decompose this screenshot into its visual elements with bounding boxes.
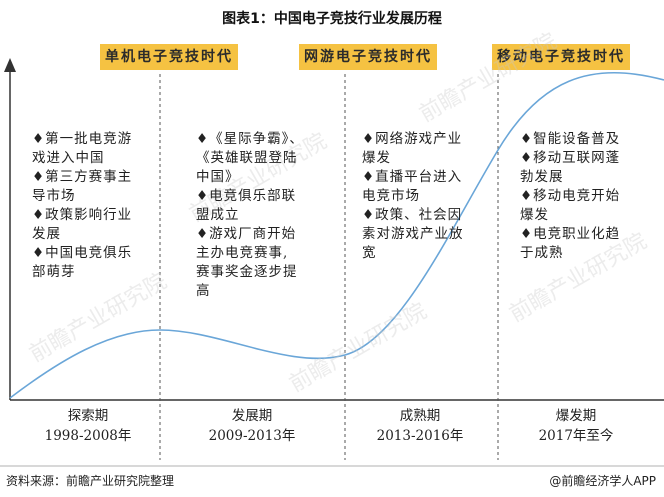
- era-label-mobile: 移动电子竞技时代: [492, 44, 630, 70]
- column-exploration: ♦第一批电竞游 戏进入中国 ♦第三方赛事主 导市场 ♦政策影响行业 发展 ♦中国电竞俱乐 部萌…: [32, 130, 132, 282]
- bullet-line: 盟成立: [196, 207, 240, 223]
- bullet-line: ♦第一批电竞游: [32, 131, 133, 147]
- bullet-line: 戏进入中国: [32, 150, 105, 166]
- bullet-line: ♦直播平台进入: [362, 169, 463, 185]
- bullet-line: ♦《星际争霸》、: [196, 131, 304, 147]
- bullet-line: ♦政策影响行业: [32, 207, 133, 223]
- bullet-line: ♦网络游戏产业: [362, 131, 463, 147]
- bullet-line: 部萌芽: [32, 264, 76, 280]
- bullet-line: ♦移动电竞开始: [520, 188, 621, 204]
- bullet-line: 高: [196, 283, 211, 299]
- bullet-line: ♦电竞职业化趋: [520, 226, 621, 242]
- bullet-line: ♦智能设备普及: [520, 131, 621, 147]
- stage-maturity: 成熟期 2013-2016年: [340, 406, 500, 446]
- bullet-line: 于成熟: [520, 245, 564, 261]
- bullet-line: 爆发: [520, 207, 549, 223]
- column-maturity: ♦网络游戏产业 爆发 ♦直播平台进入 电竞市场 ♦政策、社会因 素对游戏产业放宽: [362, 130, 464, 263]
- bullet-line: ♦移动互联网蓬: [520, 150, 621, 166]
- bullet-line: 发展: [32, 226, 61, 242]
- bullet-line: 中国》: [196, 169, 240, 185]
- stage-name: 发展期: [231, 408, 273, 424]
- growth-curve: [9, 71, 664, 399]
- stage-years: 2013-2016年: [376, 428, 464, 444]
- era-label-online: 网游电子竞技时代: [299, 44, 437, 70]
- bullet-line: 勃发展: [520, 169, 564, 185]
- bullet-line: 宽: [362, 245, 377, 261]
- bullet-line: 《英雄联盟登陆: [196, 150, 298, 166]
- bullet-line: 赛事奖金逐步提: [196, 264, 298, 280]
- brand-credit: @前瞻经济学人APP: [549, 474, 656, 488]
- bullet-line: ♦中国电竞俱乐: [32, 245, 133, 261]
- bullet-line: ♦电竞俱乐部联: [196, 188, 297, 204]
- bullet-line: 主办电竞赛事,: [196, 245, 289, 261]
- stage-name: 探索期: [67, 408, 109, 424]
- era-label-standalone: 单机电子竞技时代: [100, 44, 238, 70]
- source-note: 资料来源：前瞻产业研究院整理: [6, 474, 175, 488]
- stage-years: 2017年至今: [538, 428, 614, 444]
- stage-name: 爆发期: [555, 408, 597, 424]
- bullet-line: 素对游戏产业放: [362, 226, 464, 242]
- bullet-line: 导市场: [32, 188, 76, 204]
- y-axis-arrow: [4, 58, 16, 72]
- bullet-line: 电竞市场: [362, 188, 420, 204]
- column-development: ♦《星际争霸》、 《英雄联盟登陆 中国》 ♦电竞俱乐部联 盟成立 ♦游戏厂商开始 主办电竞赛…: [196, 130, 304, 301]
- stage-years: 2009-2013年: [208, 428, 296, 444]
- stage-name: 成熟期: [399, 408, 441, 424]
- bullet-line: 爆发: [362, 150, 391, 166]
- stage-exploration: 探索期 1998-2008年: [8, 406, 168, 446]
- bullet-line: ♦政策、社会因: [362, 207, 463, 223]
- bullet-line: ♦游戏厂商开始: [196, 226, 297, 242]
- bullet-line: ♦第三方赛事主: [32, 169, 133, 185]
- stage-explosion: 爆发期 2017年至今: [496, 406, 656, 446]
- stage-years: 1998-2008年: [44, 428, 132, 444]
- stage-development: 发展期 2009-2013年: [172, 406, 332, 446]
- figure-title: 图表1：中国电子竞技行业发展历程: [222, 11, 442, 27]
- column-explosion: ♦智能设备普及 ♦移动互联网蓬 勃发展 ♦移动电竞开始 爆发 ♦电竞职业化趋 于成熟: [520, 130, 620, 263]
